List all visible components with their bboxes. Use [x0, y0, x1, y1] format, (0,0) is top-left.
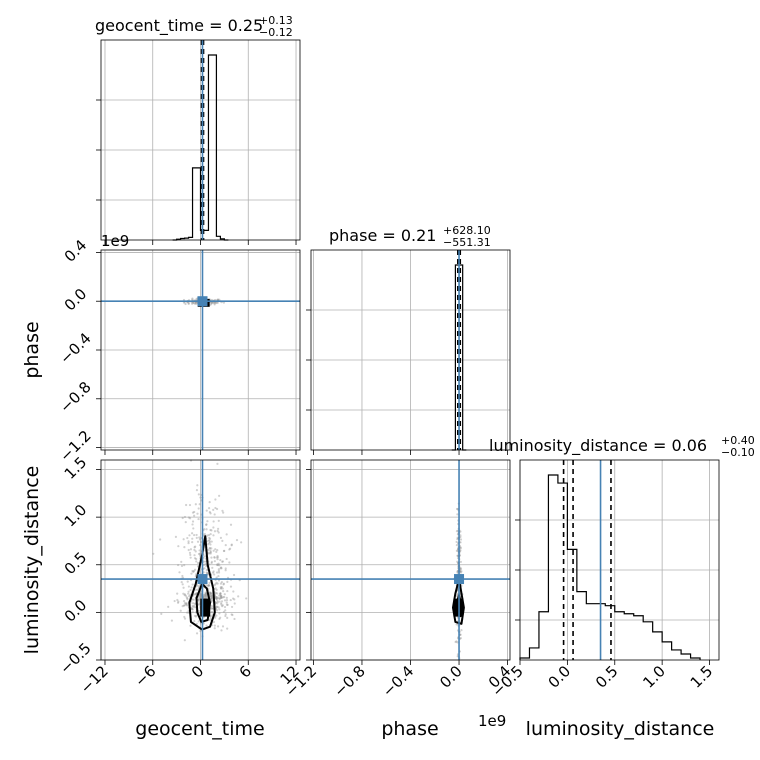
- panel-frame: [100, 39, 301, 241]
- x-tick-label: 0.5: [592, 662, 622, 692]
- truth-marker: [197, 296, 208, 307]
- title-luminosity_distance: luminosity_distance = 0.06 +0.40 −0.10: [489, 434, 755, 459]
- title-text: geocent_time = 0.25: [95, 16, 263, 36]
- contour-line: [451, 578, 465, 625]
- panel-phase-hist: [306, 249, 511, 455]
- x-tick-label: −0.5: [488, 662, 526, 700]
- x-tick-label: 6: [236, 662, 255, 681]
- panel-luminosity_distance-hist: −0.5 0.0 0.5 1.0 1.5: [488, 459, 720, 701]
- panel-geocent_time-vs-luminosity_distance: −12 −6 0 6 12−0.50.00.51.01.5: [56, 453, 303, 697]
- title-text: phase = 0.21: [329, 226, 436, 245]
- x-tick-label: 0.0: [436, 662, 466, 692]
- truth-marker: [197, 574, 208, 585]
- panel-frame: [100, 249, 301, 451]
- x-tick-label: −0.4: [379, 662, 417, 700]
- title-minus: −551.31: [443, 236, 491, 249]
- title-phase: phase = 0.21 +628.10 −551.31: [329, 224, 491, 249]
- title-minus: −0.10: [721, 446, 755, 459]
- histogram-luminosity_distance: [519, 474, 701, 660]
- y-tick-label: 0.0: [61, 285, 91, 315]
- panel-frame: [310, 459, 511, 661]
- panel-phase-vs-luminosity_distance: −1.2 −0.8 −0.4 0.0 0.4: [282, 459, 514, 701]
- panel-geocent_time-vs-phase: −1.2−0.8−0.40.00.4: [56, 236, 301, 465]
- offset-text-bottom: 1e9: [478, 712, 506, 730]
- y-tick-label: 1.0: [61, 501, 91, 531]
- panel-frame: [310, 249, 511, 451]
- density-peak: [200, 598, 211, 617]
- y-tick-label: −0.4: [56, 329, 94, 367]
- y-tick-label: 0.0: [61, 596, 91, 626]
- scatter-points: [152, 459, 248, 642]
- title-geocent_time: geocent_time = 0.25 +0.13 −0.12: [95, 14, 293, 39]
- truth-marker: [454, 574, 465, 585]
- title-minus: −0.12: [259, 26, 293, 39]
- x-axis-label-geocent_time: geocent_time: [135, 718, 264, 740]
- x-axis-label-phase: phase: [381, 718, 438, 740]
- x-tick-label: 0: [188, 662, 207, 681]
- title-plus: +628.10: [443, 224, 491, 237]
- y-tick-label: 0.5: [61, 548, 91, 578]
- x-tick-label: −12: [77, 662, 112, 697]
- panel-geocent_time-hist: [96, 39, 301, 245]
- x-tick-label: −0.8: [330, 662, 368, 700]
- offset-text-geocent_time: 1e9: [101, 232, 129, 250]
- histogram-geocent_time: [172, 54, 229, 241]
- x-tick-label: 0.0: [545, 662, 575, 692]
- title-text: luminosity_distance = 0.06: [489, 436, 707, 456]
- x-tick-label: 1.0: [639, 662, 669, 692]
- panel-frame: [519, 459, 720, 661]
- y-axis-label-phase: phase: [21, 321, 43, 378]
- title-plus: +0.40: [721, 434, 755, 447]
- panel-frame: [100, 459, 301, 661]
- y-axis-label-luminosity_distance: luminosity_distance: [21, 466, 43, 655]
- title-plus: +0.13: [259, 14, 293, 27]
- x-tick-label: 1.5: [687, 662, 717, 692]
- y-tick-label: 0.4: [61, 236, 91, 266]
- y-tick-label: −0.8: [56, 378, 94, 416]
- contour-line: [188, 535, 216, 631]
- x-tick-label: −6: [131, 662, 159, 690]
- x-axis-label-luminosity_distance: luminosity_distance: [526, 718, 715, 740]
